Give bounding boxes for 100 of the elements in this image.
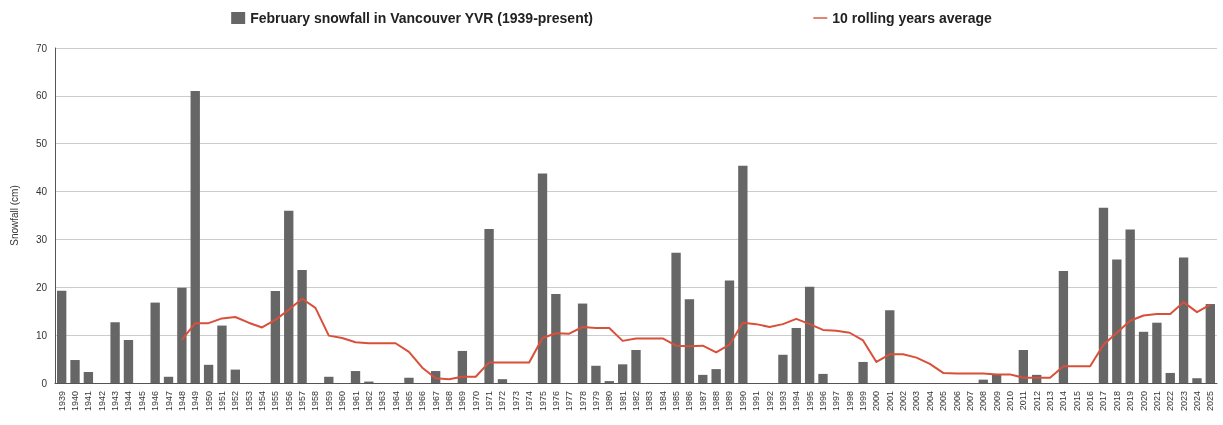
x-tick-label: 1958	[310, 391, 321, 412]
x-tick-label: 2024	[1191, 391, 1202, 412]
x-tick-label: 2003	[911, 391, 922, 412]
y-tick-label: 10	[35, 329, 48, 341]
y-tick-label: 60	[35, 90, 48, 102]
x-tick-label: 1980	[604, 391, 615, 412]
bar	[1152, 322, 1162, 383]
bar	[284, 210, 294, 383]
bar	[150, 302, 160, 383]
x-tick-label: 2014	[1058, 391, 1069, 412]
bar	[203, 364, 214, 383]
x-tick-label: 1956	[283, 391, 294, 412]
x-tick-label: 2005	[938, 391, 949, 412]
x-tick-label: 1955	[270, 391, 281, 412]
x-tick-label: 2022	[1165, 391, 1176, 412]
bar	[484, 228, 494, 383]
x-tick-label: 2012	[1031, 391, 1042, 412]
x-tick-label: 1963	[377, 391, 388, 412]
bar	[163, 376, 174, 383]
y-tick-label: 40	[35, 186, 48, 198]
bar	[123, 339, 134, 383]
bar	[551, 293, 561, 383]
x-tick-label: 1985	[671, 391, 682, 412]
x-tick-label: 2017	[1098, 391, 1109, 412]
x-tick-label: 1941	[83, 391, 94, 412]
bar	[324, 376, 334, 383]
bar	[1058, 271, 1069, 383]
x-tick-label: 1998	[844, 391, 855, 412]
bar	[110, 322, 120, 383]
x-tick-label: 1995	[804, 391, 815, 412]
x-tick-label: 2010	[1004, 391, 1015, 412]
bar	[991, 374, 1002, 383]
x-tick-label: 1945	[136, 391, 147, 412]
x-tick-label: 1993	[777, 391, 788, 412]
x-tick-label: 1982	[631, 391, 641, 412]
bar	[1205, 304, 1215, 383]
x-tick-label: 1964	[390, 391, 401, 412]
bar	[1112, 259, 1122, 383]
bar	[804, 286, 815, 383]
bar	[591, 365, 601, 383]
x-tick-label: 1992	[764, 391, 775, 412]
x-tick-label: 2020	[1138, 391, 1149, 412]
bar	[577, 303, 588, 383]
x-tick-label: 1972	[497, 391, 508, 412]
x-tick-label: 2001	[884, 391, 895, 412]
bar	[724, 280, 735, 383]
x-tick-label: 1970	[470, 391, 481, 412]
y-tick-label: 50	[35, 138, 48, 150]
x-tick-label: 2015	[1071, 391, 1082, 412]
bar	[885, 310, 895, 383]
x-tick-label: 2018	[1111, 391, 1122, 412]
bar	[217, 325, 227, 383]
x-tick-label: 1994	[791, 391, 802, 412]
bar	[1138, 331, 1149, 383]
bar	[270, 291, 281, 383]
bar	[711, 369, 721, 383]
x-tick-label: 1954	[257, 391, 268, 412]
bar	[1098, 207, 1109, 383]
x-tick-label: 1973	[510, 391, 521, 412]
bar	[57, 290, 67, 383]
x-tick-label: 1981	[617, 391, 628, 412]
x-tick-label: 1965	[403, 391, 414, 412]
bar	[778, 354, 788, 383]
bar	[684, 299, 695, 383]
bar	[497, 379, 508, 383]
x-tick-label: 2016	[1085, 391, 1096, 412]
x-tick-label: 1967	[430, 391, 441, 412]
x-tick-label: 1940	[70, 391, 81, 412]
y-tick-label: 0	[41, 377, 48, 389]
bar	[1178, 257, 1189, 383]
x-tick-label: 1975	[537, 391, 548, 412]
bar	[671, 252, 681, 383]
x-tick-label: 1987	[697, 391, 708, 412]
y-tick-label: 30	[35, 233, 48, 245]
bar	[791, 327, 801, 383]
bar	[70, 360, 80, 383]
bar	[404, 377, 414, 383]
x-tick-label: 2019	[1125, 391, 1136, 412]
bar	[457, 350, 468, 383]
x-tick-label: 1974	[524, 391, 535, 412]
x-tick-label: 2007	[964, 391, 975, 412]
y-axis-title: Snowfall (cm)	[8, 185, 20, 246]
x-tick-label: 1988	[711, 391, 722, 412]
x-tick-label: 1976	[550, 391, 561, 412]
x-tick-label: 1952	[230, 391, 241, 412]
x-tick-label: 1961	[350, 391, 361, 412]
x-tick-label: 1979	[590, 391, 601, 412]
bar	[1125, 229, 1135, 383]
bar	[1165, 372, 1175, 383]
x-tick-label: 2009	[991, 391, 1002, 412]
legend-label: 10 rolling years average	[832, 10, 993, 26]
x-tick-label: 1991	[751, 391, 762, 412]
x-tick-label: 1957	[297, 391, 308, 412]
x-tick-label: 1943	[110, 391, 121, 412]
bar	[537, 173, 548, 383]
x-tick-label: 1949	[190, 391, 201, 412]
bar	[617, 364, 628, 383]
x-tick-label: 2011	[1018, 391, 1029, 411]
bar	[177, 287, 187, 383]
x-tick-label: 1984	[657, 391, 668, 412]
